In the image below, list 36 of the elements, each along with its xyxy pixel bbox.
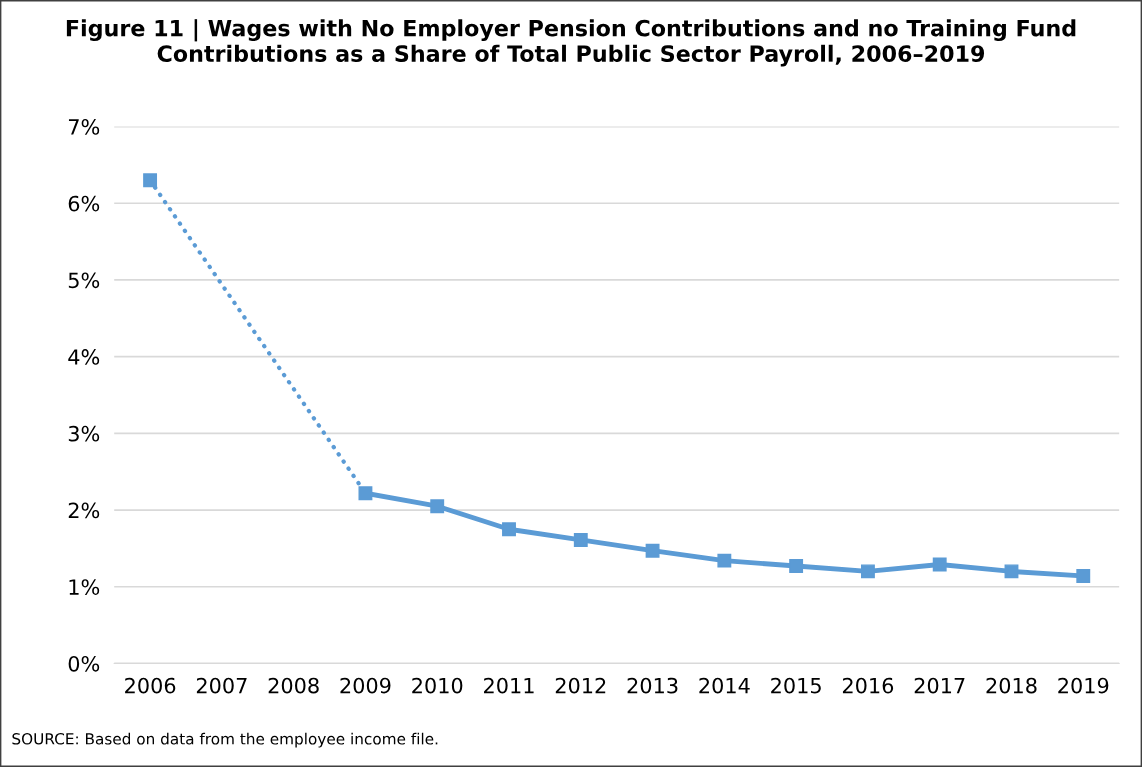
point: [860, 564, 875, 579]
y-tick-label: 6%: [68, 195, 100, 212]
x-tick-label: 2012: [555, 677, 606, 694]
x-tick-label: 2010: [412, 677, 463, 694]
point: [430, 499, 445, 514]
x-tick-label: 2016: [842, 677, 894, 694]
y-tick-label: 3%: [68, 425, 100, 442]
y-tick-label: 4%: [68, 349, 100, 365]
point: [645, 543, 660, 558]
point: [1004, 564, 1019, 579]
y-tick-label: 7%: [68, 119, 100, 135]
x-tick-label: 2007: [196, 677, 247, 694]
x-tick-label: 2009: [340, 677, 391, 694]
point: [573, 533, 588, 547]
x-tick-label: 2013: [627, 677, 678, 694]
x-tick-label: 2006: [125, 677, 176, 694]
y-tick-label: 5%: [68, 272, 100, 289]
point: [932, 557, 947, 572]
y-tick-label: 2%: [68, 502, 100, 519]
chart-title: Figure 11 | Wages with No Employer Pension Contributions and no Training Fund Contributions as a Share of Total Public Sector Payroll, 2006–2019: [66, 19, 1076, 67]
point: [502, 522, 516, 537]
x-tick-label: 2015: [771, 677, 821, 694]
x-tick-label: 2017: [914, 677, 965, 694]
x-tick-label: 2008: [268, 677, 319, 694]
x-tick-label: 2019: [1058, 677, 1109, 694]
y-tick-label: 0%: [68, 655, 100, 672]
source-note: SOURCE: Based on data from the employee income file.: [12, 732, 438, 748]
point: [143, 173, 158, 188]
y-tick-label: 1%: [69, 579, 100, 595]
x-tick-label: 2011: [484, 677, 534, 694]
point: [1076, 569, 1091, 583]
point: [789, 559, 804, 573]
point: [717, 553, 732, 568]
point: [358, 486, 373, 501]
x-tick-label: 2018: [986, 677, 1037, 694]
x-tick-label: 2014: [699, 677, 750, 694]
